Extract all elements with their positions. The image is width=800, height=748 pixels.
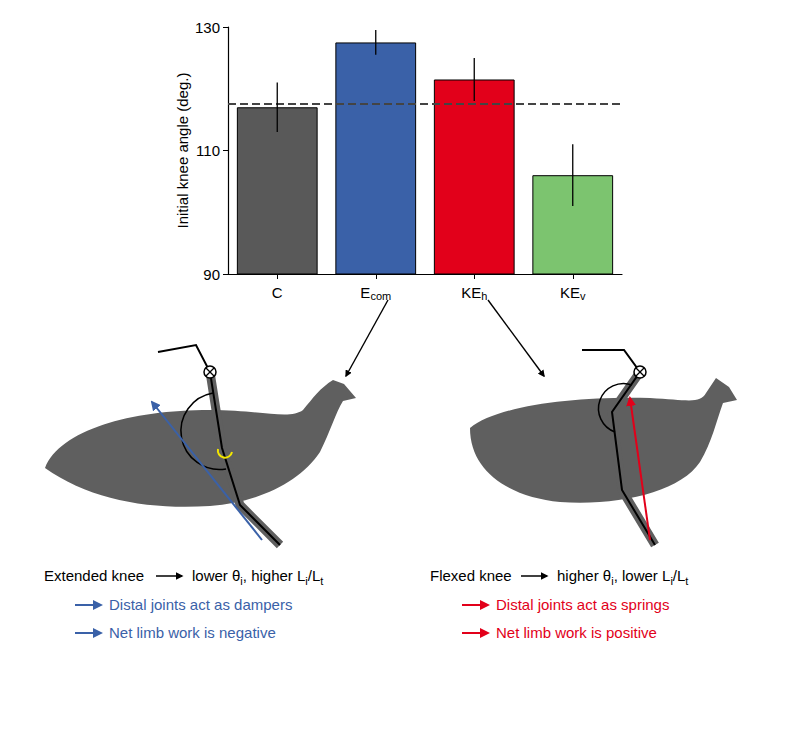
svg-text:130: 130 xyxy=(195,19,220,36)
svg-text:KE: KE xyxy=(560,284,580,301)
svg-text:Flexed knee: Flexed knee xyxy=(430,567,512,584)
svg-text:90: 90 xyxy=(203,266,220,283)
svg-text:110: 110 xyxy=(196,142,220,159)
svg-text:Net limb work is negative: Net limb work is negative xyxy=(109,624,276,641)
svg-text:Extended knee: Extended knee xyxy=(44,567,144,584)
svg-text:Initial knee angle (deg.): Initial knee angle (deg.) xyxy=(174,73,191,229)
svg-text:Distal joints act as springs: Distal joints act as springs xyxy=(496,596,669,613)
svg-text:higher θi, lower Li/Lt: higher θi, lower Li/Lt xyxy=(557,567,688,587)
svg-text:E: E xyxy=(360,284,370,301)
svg-text:h: h xyxy=(481,290,487,302)
svg-text:v: v xyxy=(580,290,586,302)
svg-text:C: C xyxy=(272,284,283,301)
svg-text:com: com xyxy=(370,290,391,302)
svg-text:Distal joints act as dampers: Distal joints act as dampers xyxy=(109,596,292,613)
svg-text:Net limb work is positive: Net limb work is positive xyxy=(496,624,657,641)
svg-text:KE: KE xyxy=(461,284,481,301)
svg-text:lower θi, higher Li/Lt: lower θi, higher Li/Lt xyxy=(192,567,323,587)
